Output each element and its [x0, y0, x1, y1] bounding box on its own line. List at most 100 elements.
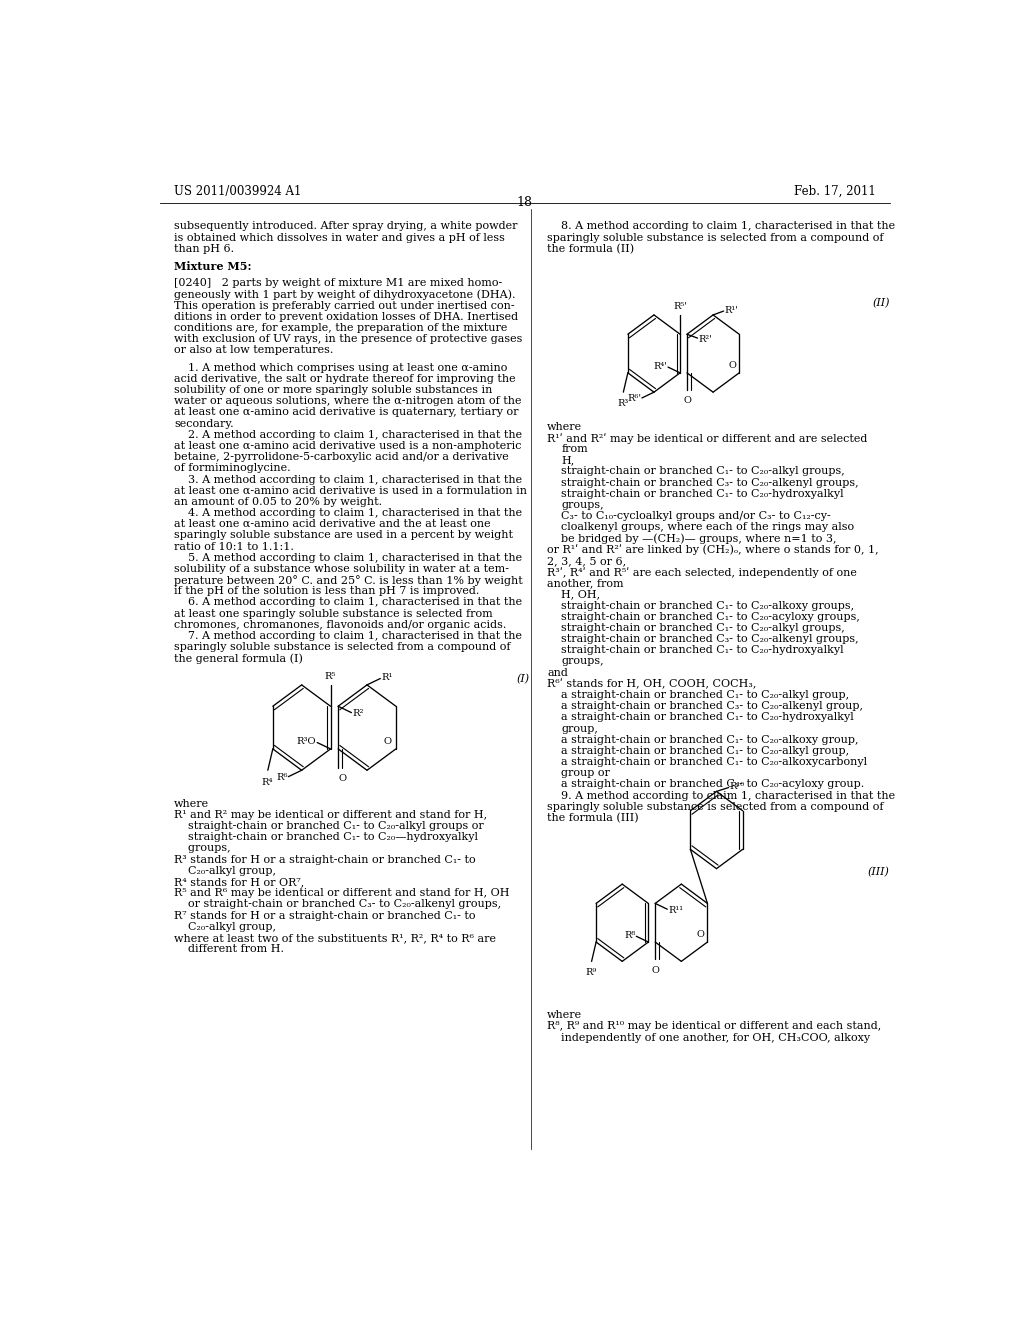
Text: from: from [561, 444, 588, 454]
Text: R⁸, R⁹ and R¹⁰ may be identical or different and each stand,: R⁸, R⁹ and R¹⁰ may be identical or diffe… [547, 1022, 882, 1031]
Text: solubility of one or more sparingly soluble substances in: solubility of one or more sparingly solu… [174, 385, 493, 395]
Text: the formula (II): the formula (II) [547, 244, 634, 253]
Text: the formula (III): the formula (III) [547, 813, 639, 824]
Text: at least one α-amino acid derivative is used in a formulation in: at least one α-amino acid derivative is … [174, 486, 527, 496]
Text: an amount of 0.05 to 20% by weight.: an amount of 0.05 to 20% by weight. [174, 496, 382, 507]
Text: groups,: groups, [561, 656, 604, 667]
Text: straight-chain or branched C₁- to C₂₀—hydroxyalkyl: straight-chain or branched C₁- to C₂₀—hy… [174, 833, 478, 842]
Text: different from H.: different from H. [174, 944, 284, 954]
Text: perature between 20° C. and 25° C. is less than 1% by weight: perature between 20° C. and 25° C. is le… [174, 576, 523, 586]
Text: sparingly soluble substance is selected from a compound of: sparingly soluble substance is selected … [547, 801, 884, 812]
Text: at least one α-amino acid derivative used is a non-amphoteric: at least one α-amino acid derivative use… [174, 441, 521, 451]
Text: R¹¹: R¹¹ [668, 906, 683, 915]
Text: O: O [338, 775, 346, 783]
Text: R¹: R¹ [381, 673, 392, 682]
Text: R²': R²' [698, 334, 712, 343]
Text: H,: H, [561, 455, 574, 465]
Text: be bridged by —(CH₂)— groups, where n=1 to 3,: be bridged by —(CH₂)— groups, where n=1 … [561, 533, 837, 544]
Text: secondary.: secondary. [174, 418, 233, 429]
Text: straight-chain or branched C₁- to C₂₀-hydroxyalkyl: straight-chain or branched C₁- to C₂₀-hy… [561, 645, 844, 655]
Text: sparingly soluble substance is selected from a compound of: sparingly soluble substance is selected … [547, 232, 884, 243]
Text: or also at low temperatures.: or also at low temperatures. [174, 346, 334, 355]
Text: a straight-chain or branched C₁- to C₂₀-alkyl group,: a straight-chain or branched C₁- to C₂₀-… [561, 746, 850, 756]
Text: if the pH of the solution is less than pH 7 is improved.: if the pH of the solution is less than p… [174, 586, 479, 597]
Text: R¹ʹ and R²ʹ may be identical or different and are selected: R¹ʹ and R²ʹ may be identical or differen… [547, 433, 867, 444]
Text: ditions in order to prevent oxidation losses of DHA. Inertised: ditions in order to prevent oxidation lo… [174, 312, 518, 322]
Text: R⁸: R⁸ [625, 931, 636, 940]
Text: at least one α-amino acid derivative is quaternary, tertiary or: at least one α-amino acid derivative is … [174, 408, 518, 417]
Text: where: where [547, 421, 583, 432]
Text: and: and [547, 668, 568, 677]
Text: straight-chain or branched C₁- to C₂₀-hydroxyalkyl: straight-chain or branched C₁- to C₂₀-hy… [561, 488, 844, 499]
Text: O: O [651, 965, 659, 974]
Text: R⁹: R⁹ [585, 969, 596, 978]
Text: cloalkenyl groups, where each of the rings may also: cloalkenyl groups, where each of the rin… [561, 523, 854, 532]
Text: Feb. 17, 2011: Feb. 17, 2011 [794, 185, 876, 198]
Text: a straight-chain or branched C₁- to C₂₀-alkoxy group,: a straight-chain or branched C₁- to C₂₀-… [561, 735, 859, 744]
Text: conditions are, for example, the preparation of the mixture: conditions are, for example, the prepara… [174, 323, 508, 333]
Text: 6. A method according to claim 1, characterised in that the: 6. A method according to claim 1, charac… [174, 598, 522, 607]
Text: R⁵ and R⁶ may be identical or different and stand for H, OH: R⁵ and R⁶ may be identical or different … [174, 888, 510, 898]
Text: O: O [384, 737, 392, 746]
Text: where: where [174, 799, 209, 809]
Text: at least one sparingly soluble substance is selected from: at least one sparingly soluble substance… [174, 609, 493, 619]
Text: R⁶ʹ stands for H, OH, COOH, COCH₃,: R⁶ʹ stands for H, OH, COOH, COCH₃, [547, 678, 757, 689]
Text: R¹': R¹' [724, 306, 738, 314]
Text: R³O: R³O [297, 737, 316, 746]
Text: betaine, 2-pyrrolidone-5-carboxylic acid and/or a derivative: betaine, 2-pyrrolidone-5-carboxylic acid… [174, 453, 509, 462]
Text: 2. A method according to claim 1, characterised in that the: 2. A method according to claim 1, charac… [174, 430, 522, 440]
Text: 7. A method according to claim 1, characterised in that the: 7. A method according to claim 1, charac… [174, 631, 522, 642]
Text: C₂₀-alkyl group,: C₂₀-alkyl group, [174, 866, 276, 875]
Text: (I): (I) [517, 673, 530, 684]
Text: geneously with 1 part by weight of dihydroxyacetone (DHA).: geneously with 1 part by weight of dihyd… [174, 289, 515, 300]
Text: US 2011/0039924 A1: US 2011/0039924 A1 [174, 185, 301, 198]
Text: a straight-chain or branched C₁- to C₂₀-acyloxy group.: a straight-chain or branched C₁- to C₂₀-… [561, 779, 864, 789]
Text: acid derivative, the salt or hydrate thereof for improving the: acid derivative, the salt or hydrate the… [174, 374, 516, 384]
Text: at least one α-amino acid derivative and the at least one: at least one α-amino acid derivative and… [174, 519, 490, 529]
Text: straight-chain or branched C₁- to C₂₀-alkyl groups,: straight-chain or branched C₁- to C₂₀-al… [561, 466, 845, 477]
Text: of formiminoglycine.: of formiminoglycine. [174, 463, 291, 474]
Text: This operation is preferably carried out under inertised con-: This operation is preferably carried out… [174, 301, 515, 310]
Text: a straight-chain or branched C₃- to C₂₀-alkenyl group,: a straight-chain or branched C₃- to C₂₀-… [561, 701, 863, 711]
Text: a straight-chain or branched C₁- to C₂₀-alkoxycarbonyl: a straight-chain or branched C₁- to C₂₀-… [561, 758, 867, 767]
Text: R⁴': R⁴' [653, 362, 668, 371]
Text: 3. A method according to claim 1, characterised in that the: 3. A method according to claim 1, charac… [174, 474, 522, 484]
Text: the general formula (I): the general formula (I) [174, 653, 303, 664]
Text: 9. A method according to claim 1, characterised in that the: 9. A method according to claim 1, charac… [547, 791, 895, 801]
Text: R¹ and R² may be identical or different and stand for H,: R¹ and R² may be identical or different … [174, 810, 487, 820]
Text: than pH 6.: than pH 6. [174, 244, 234, 253]
Text: groups,: groups, [561, 500, 604, 510]
Text: R⁴: R⁴ [261, 779, 272, 788]
Text: where: where [547, 1010, 583, 1020]
Text: 18: 18 [517, 195, 532, 209]
Text: (II): (II) [872, 297, 890, 308]
Text: O: O [696, 931, 705, 939]
Text: ratio of 10:1 to 1.1:1.: ratio of 10:1 to 1.1:1. [174, 541, 294, 552]
Text: H, OH,: H, OH, [561, 589, 600, 599]
Text: straight-chain or branched C₁- to C₂₀-alkoxy groups,: straight-chain or branched C₁- to C₂₀-al… [561, 601, 854, 611]
Text: R⁴ stands for H or OR⁷,: R⁴ stands for H or OR⁷, [174, 876, 304, 887]
Text: straight-chain or branched C₃- to C₂₀-alkenyl groups,: straight-chain or branched C₃- to C₂₀-al… [561, 478, 859, 487]
Text: a straight-chain or branched C₁- to C₂₀-hydroxyalkyl: a straight-chain or branched C₁- to C₂₀-… [561, 713, 854, 722]
Text: Mixture M5:: Mixture M5: [174, 261, 252, 272]
Text: R²: R² [352, 709, 364, 718]
Text: R⁵: R⁵ [325, 672, 336, 681]
Text: chromones, chromanones, flavonoids and/or organic acids.: chromones, chromanones, flavonoids and/o… [174, 620, 507, 630]
Text: O: O [728, 360, 736, 370]
Text: 5. A method according to claim 1, characterised in that the: 5. A method according to claim 1, charac… [174, 553, 522, 562]
Text: straight-chain or branched C₁- to C₂₀-acyloxy groups,: straight-chain or branched C₁- to C₂₀-ac… [561, 611, 860, 622]
Text: or R¹ʹ and R²ʹ are linked by (CH₂)ₒ, where o stands for 0, 1,: or R¹ʹ and R²ʹ are linked by (CH₂)ₒ, whe… [547, 545, 879, 556]
Text: R⁶: R⁶ [276, 774, 288, 783]
Text: R⁵': R⁵' [673, 302, 687, 312]
Text: R⁷ stands for H or a straight-chain or branched C₁- to: R⁷ stands for H or a straight-chain or b… [174, 911, 475, 920]
Text: C₂₀-alkyl group,: C₂₀-alkyl group, [174, 921, 276, 932]
Text: group,: group, [561, 723, 598, 734]
Text: independently of one another, for OH, CH₃COO, alkoxy: independently of one another, for OH, CH… [547, 1032, 870, 1043]
Text: where at least two of the substituents R¹, R², R⁴ to R⁶ are: where at least two of the substituents R… [174, 933, 496, 942]
Text: group or: group or [561, 768, 610, 779]
Text: R³ʹ, R⁴ʹ and R⁵ʹ are each selected, independently of one: R³ʹ, R⁴ʹ and R⁵ʹ are each selected, inde… [547, 568, 857, 578]
Text: a straight-chain or branched C₁- to C₂₀-alkyl group,: a straight-chain or branched C₁- to C₂₀-… [561, 690, 850, 700]
Text: or straight-chain or branched C₃- to C₂₀-alkenyl groups,: or straight-chain or branched C₃- to C₂₀… [174, 899, 501, 909]
Text: O: O [683, 396, 691, 405]
Text: solubility of a substance whose solubility in water at a tem-: solubility of a substance whose solubili… [174, 564, 509, 574]
